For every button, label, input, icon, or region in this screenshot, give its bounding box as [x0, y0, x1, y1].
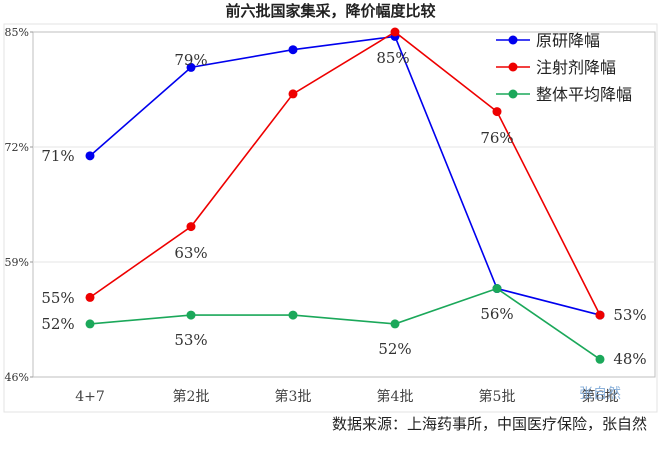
data-label: 55% [41, 289, 74, 307]
y-tick-label: 72% [5, 141, 29, 154]
legend-marker [508, 62, 518, 72]
data-point [390, 27, 400, 37]
data-label: 71% [41, 147, 74, 165]
data-labels: 71% 79% 85% 55% 63% 76% 53% 52% 53% 52% 56% 48% [41, 49, 646, 368]
chart-title: 前六批国家集采，降价幅度比较 [225, 2, 436, 20]
data-point [288, 310, 298, 320]
data-label: 56% [480, 305, 513, 323]
plot-frame [32, 31, 656, 378]
x-tick-label: 4+7 [75, 389, 105, 405]
data-label: 53% [174, 331, 207, 349]
data-label: 52% [41, 315, 74, 333]
series-line-2 [89, 287, 601, 360]
series-line-1 [89, 31, 601, 316]
series-line-0 [89, 35, 601, 316]
data-point [595, 310, 605, 320]
data-point [492, 107, 502, 117]
series-lines [85, 27, 605, 364]
x-tick-label: 第3批 [275, 388, 312, 405]
legend-label: 原研降幅 [536, 31, 600, 50]
data-label: 48% [613, 350, 646, 368]
data-point [288, 45, 298, 55]
x-tick-label: 第6批 [582, 388, 619, 405]
data-label: 63% [174, 244, 207, 262]
axes: 46% 59% 72% 85% 4+7 第2批 第3批 第4批 第5批 第6批 [3, 23, 658, 413]
y-tick-label: 46% [5, 371, 29, 384]
x-tick-label: 第2批 [173, 388, 210, 405]
data-point [186, 62, 196, 72]
data-point [390, 319, 400, 329]
data-label: 85% [376, 49, 409, 67]
watermark: 张自然 [579, 386, 621, 402]
y-tick-label: 59% [5, 256, 29, 269]
data-point [492, 284, 502, 294]
x-tick-label: 第5批 [479, 388, 516, 405]
legend-marker [508, 35, 518, 45]
source-note: 数据来源：上海药事所，中国医疗保险，张自然 [331, 415, 647, 433]
data-point [85, 319, 95, 329]
data-point [186, 310, 196, 320]
data-point [186, 222, 196, 232]
legend-label: 注射剂降幅 [536, 58, 616, 77]
data-label: 79% [174, 51, 207, 69]
legend-label: 整体平均降幅 [536, 85, 632, 104]
x-tick-label: 第4批 [377, 388, 414, 405]
data-label: 76% [480, 129, 513, 147]
data-point [288, 89, 298, 99]
chart-border [3, 23, 658, 413]
y-tick-label: 85% [5, 26, 29, 39]
data-point [595, 354, 605, 364]
data-label: 52% [378, 340, 411, 358]
data-label: 53% [613, 306, 646, 324]
data-point [85, 292, 95, 302]
data-point [85, 151, 95, 161]
legend-marker [508, 89, 518, 99]
